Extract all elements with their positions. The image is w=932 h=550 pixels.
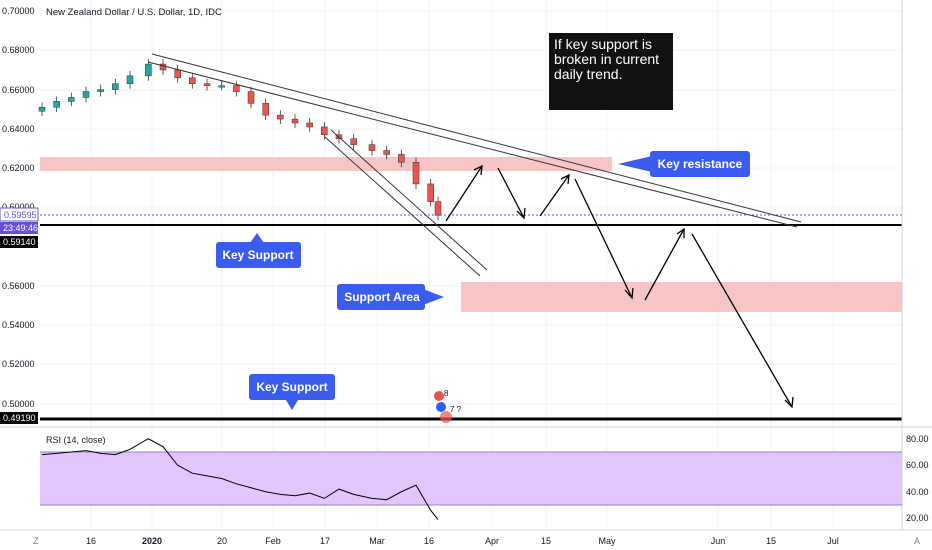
candle	[350, 138, 357, 145]
candle	[189, 77, 196, 84]
time-tick: Mar	[369, 536, 385, 546]
candle	[398, 154, 405, 163]
event-count-2: 7 ?	[450, 405, 462, 414]
svg-text:23:49:46: 23:49:46	[3, 223, 38, 233]
svg-text:0.49190: 0.49190	[3, 413, 36, 423]
candle	[306, 122, 313, 128]
last-price-badge: 0.59595	[0, 207, 39, 222]
price-tick: 0.62000	[2, 163, 35, 173]
svg-text:0.59595: 0.59595	[4, 210, 37, 220]
candle	[368, 144, 376, 151]
time-tick: Apr	[485, 536, 499, 546]
time-tick: 16	[86, 536, 96, 546]
candle	[434, 201, 442, 216]
candle	[53, 101, 60, 108]
price-tick: 0.64000	[2, 124, 35, 134]
candle	[383, 150, 390, 155]
key-resistance-callout[interactable]: Key resistance	[618, 151, 750, 177]
time-tick: Feb	[265, 536, 281, 546]
trendlines	[147, 53, 802, 277]
price-tick: 0.60000	[2, 202, 35, 212]
flag-icon	[436, 402, 446, 412]
symbol-title: New Zealand Dollar / U.S. Dollar, 1D, ID…	[46, 7, 222, 18]
time-tick: 16	[424, 536, 434, 546]
price-tick: 0.70000	[2, 6, 35, 16]
rsi-axis: 80.00 60.00 40.00 20.00	[906, 434, 929, 523]
candle	[262, 103, 269, 116]
price-tick: 0.68000	[2, 45, 35, 55]
candle	[412, 162, 420, 185]
support-area-callout[interactable]: Support Area	[337, 284, 444, 310]
candle	[97, 89, 104, 92]
time-tick: 2020	[142, 536, 162, 546]
price-tick: 0.52000	[2, 359, 35, 369]
support-area-label: Support Area	[344, 290, 420, 304]
candle	[233, 85, 240, 92]
rsi-tick: 40.00	[906, 487, 929, 497]
rsi-title: RSI (14, close)	[46, 435, 106, 445]
channel-line-1	[330, 129, 488, 271]
support-area-zone	[461, 282, 902, 312]
candlestick-series	[38, 59, 442, 221]
trendline-upper-1	[151, 53, 802, 223]
candle	[277, 114, 284, 120]
candle	[112, 83, 119, 90]
time-tick: May	[598, 536, 616, 546]
key-support-label-1: Key Support	[222, 248, 293, 262]
event-icon	[440, 411, 452, 423]
candle	[218, 85, 225, 88]
key-support-label-2: Key Support	[256, 380, 327, 394]
flag-icon	[434, 391, 444, 401]
time-tick: Jul	[827, 536, 839, 546]
time-tick: 17	[320, 536, 330, 546]
key-support-callout-2[interactable]: Key Support	[249, 374, 335, 410]
rsi-tick: 60.00	[906, 460, 929, 470]
note-line-3: daily trend.	[554, 66, 622, 82]
price-axis: 0.70000 0.68000 0.66000 0.64000 0.62000 …	[2, 6, 35, 409]
support-level-1-badge: 0.59140	[0, 236, 38, 248]
trendline-upper-2	[147, 61, 798, 228]
candle	[247, 91, 255, 104]
channel-line-2	[324, 136, 481, 277]
event-markers[interactable]: 8 7 ?	[434, 389, 462, 423]
rsi-band	[40, 452, 902, 505]
rsi-line	[41, 438, 439, 520]
candle	[82, 91, 90, 98]
countdown-badge: 23:49:46	[0, 222, 38, 234]
candle	[145, 63, 152, 77]
support-level-2-badge: 0.49190	[0, 412, 38, 424]
candle	[38, 107, 46, 112]
rsi-tick: 80.00	[906, 434, 929, 444]
time-tick: 15	[541, 536, 551, 546]
projection-path	[445, 164, 794, 409]
time-tick: 15	[766, 536, 776, 546]
candle	[174, 69, 181, 79]
candle	[203, 83, 211, 86]
auto-scale-button[interactable]: A	[914, 536, 920, 546]
price-tick: 0.56000	[2, 281, 35, 291]
time-axis: 16 2020 20 Feb 17 Mar 16 Apr 15 May Jun …	[86, 536, 839, 546]
rsi-tick: 20.00	[906, 513, 929, 523]
price-tick: 0.66000	[2, 85, 35, 95]
candle	[68, 97, 75, 102]
candle	[321, 126, 328, 136]
note-line-1: If key support is	[554, 36, 652, 52]
candle	[291, 118, 299, 124]
price-tick: 0.50000	[2, 399, 35, 409]
price-tick: 0.54000	[2, 320, 35, 330]
key-resistance-label: Key resistance	[658, 157, 743, 171]
candle	[126, 75, 134, 84]
timezone-button[interactable]: Z	[33, 536, 39, 546]
resistance-zone	[40, 157, 612, 171]
svg-text:0.59140: 0.59140	[3, 237, 36, 247]
key-support-callout-1[interactable]: Key Support	[216, 233, 301, 268]
time-tick: Jun	[711, 536, 726, 546]
candle	[427, 183, 434, 202]
note-line-2: broken in current	[554, 51, 659, 67]
note-box[interactable]: If key support is broken in current dail…	[549, 33, 673, 110]
time-tick: 20	[217, 536, 227, 546]
event-count-1: 8	[444, 389, 449, 398]
